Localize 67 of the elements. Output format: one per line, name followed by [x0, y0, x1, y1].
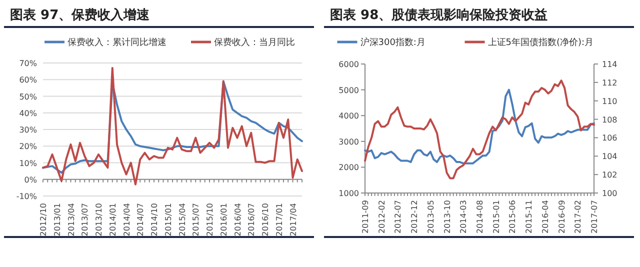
y-tick-label: 70%	[19, 59, 38, 68]
x-tick-label: 2011-09	[361, 200, 370, 234]
y-tick-label: 3000	[338, 137, 359, 146]
x-tick-label: 2014/01	[108, 203, 118, 236]
x-tick-label: 2012-12	[410, 200, 420, 234]
y-tick-label: -10%	[16, 192, 38, 201]
y2-tick-label: 100	[602, 189, 618, 198]
legend-label: 沪深300指数:月	[360, 37, 426, 48]
x-tick-label: 2014/10	[150, 203, 159, 236]
y-tick-label: 10%	[19, 158, 38, 168]
x-tick-label: 2012-07	[394, 200, 403, 234]
line-series	[364, 80, 595, 180]
line-series	[364, 88, 595, 164]
x-tick-label: 2014/07	[136, 203, 146, 236]
x-tick-label: 2016-09	[557, 200, 566, 234]
x-tick-label: 2013/01	[52, 203, 62, 236]
x-tick-label: 2013/04	[66, 203, 76, 236]
x-tick-label: 2015/01	[164, 203, 173, 236]
y-tick-label: 6000	[338, 60, 359, 69]
y-tick-label: 40%	[19, 108, 38, 118]
chart-title: 图表 98、股债表现影响保险投资收益	[330, 8, 548, 23]
legend-label: 保费收入：累计同比增速	[68, 37, 166, 48]
y2-tick-label: 102	[602, 170, 618, 180]
y-tick-label: 5000	[338, 86, 359, 95]
y2-tick-label: 114	[602, 60, 618, 69]
x-tick-label: 2012/10	[39, 203, 48, 236]
x-tick-label: 2017-07	[590, 200, 599, 234]
x-tick-label: 2013/10	[94, 203, 104, 236]
y-tick-label: 60%	[19, 76, 38, 85]
y2-tick-label: 108	[602, 115, 618, 124]
y-tick-label: 4000	[338, 112, 359, 121]
x-tick-label: 2017/04	[288, 203, 298, 236]
x-tick-label: 2015/04	[178, 203, 187, 236]
x-tick-label: 2012-02	[377, 200, 386, 234]
y-tick-label: 30%	[19, 126, 38, 134]
x-tick-label: 2015/07	[192, 203, 201, 236]
y2-tick-label: 106	[602, 134, 618, 143]
legend-label: 上证5年国债指数(净价):月	[488, 37, 594, 48]
y-tick-label: 2000	[338, 163, 359, 172]
x-tick-label: 2016/07	[247, 203, 256, 236]
x-tick-label: 2013/07	[80, 203, 90, 236]
x-tick-label: 2017-02	[574, 200, 583, 234]
x-tick-label: 2016/01	[219, 203, 228, 236]
chart-title: 图表 97、保费收入增速	[10, 7, 151, 23]
y-tick-label: 1000	[338, 189, 359, 198]
x-tick-label: 2014/04	[122, 203, 132, 236]
y-tick-label: 50%	[19, 92, 38, 102]
x-tick-label: 2013-05	[426, 200, 436, 234]
x-tick-label: 2014-03	[459, 200, 468, 234]
y2-tick-label: 110	[602, 96, 618, 106]
x-tick-label: 2014-08	[476, 200, 484, 234]
y2-tick-label: 104	[602, 152, 618, 162]
legend-label: 保费收入：当月同比	[214, 37, 295, 48]
x-tick-label: 2015-06	[508, 200, 518, 234]
x-tick-label: 2016/04	[233, 203, 242, 236]
x-tick-label: 2013-10	[442, 200, 452, 234]
x-tick-label: 2015-11	[524, 200, 534, 234]
x-tick-label: 2016/10	[261, 203, 270, 236]
y-tick-label: 20%	[19, 142, 38, 152]
x-tick-label: 2017/01	[274, 203, 284, 236]
y-tick-label: 0%	[24, 175, 38, 184]
x-tick-label: 2015/10	[206, 203, 214, 236]
line-series	[42, 66, 303, 186]
y2-tick-label: 112	[602, 78, 618, 88]
x-tick-label: 2016-04	[540, 200, 550, 234]
x-tick-label: 2015-01	[492, 200, 501, 234]
line-series	[42, 80, 303, 174]
